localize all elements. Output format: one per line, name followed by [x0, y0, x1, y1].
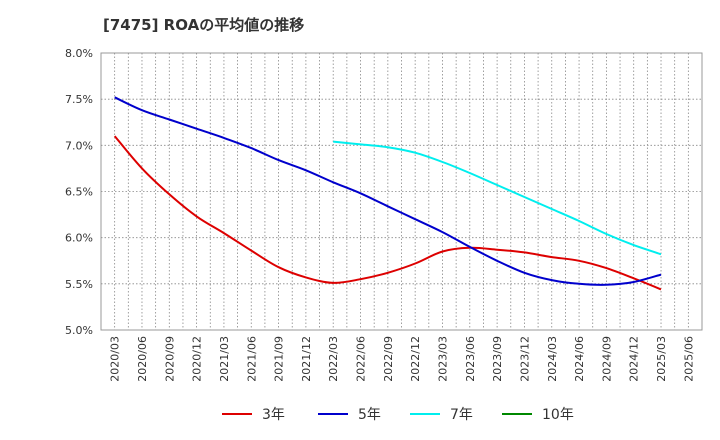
x-tick-label: 2022/06	[355, 336, 368, 382]
legend-label: 10年	[542, 407, 574, 423]
series-line	[113, 135, 662, 291]
legend-label: 7年	[450, 407, 473, 423]
x-tick-label: 2020/12	[191, 336, 204, 382]
x-tick-label: 2020/03	[109, 336, 122, 382]
legend-item: 5年	[318, 402, 381, 426]
series-line	[114, 96, 662, 286]
series-line	[333, 140, 662, 256]
chart-legend: 3年 5年 7年 10年	[0, 402, 720, 426]
legend-item: 3年	[222, 402, 285, 426]
x-tick-label: 2024/06	[573, 336, 586, 382]
x-tick-label: 2020/09	[163, 336, 176, 382]
x-tick-label: 2024/09	[600, 336, 613, 382]
x-tick-label: 2021/06	[245, 336, 258, 382]
x-tick-label: 2021/12	[300, 336, 313, 382]
x-tick-label: 2023/06	[464, 336, 477, 382]
legend-swatch	[410, 413, 440, 415]
y-tick-label: 6.0%	[65, 232, 93, 245]
y-tick-label: 7.5%	[65, 93, 93, 106]
legend-item: 7年	[410, 402, 473, 426]
roa-line-chart: 5.0% 5.5% 6.0% 6.5% 7.0% 7.5% 8.0% 2020/03 2020…	[65, 47, 703, 382]
legend-swatch	[318, 413, 348, 415]
x-tick-label: 2022/12	[409, 336, 422, 382]
x-tick-label: 2025/06	[682, 336, 695, 382]
x-tick-label: 2024/12	[628, 336, 641, 382]
legend-label: 3年	[262, 407, 285, 423]
y-tick-label: 5.0%	[65, 324, 93, 337]
x-tick-label: 2023/12	[518, 336, 531, 382]
x-tick-label: 2021/03	[218, 336, 231, 382]
x-tick-label: 2025/03	[655, 336, 668, 382]
x-tick-label: 2022/03	[327, 336, 340, 382]
y-tick-label: 5.5%	[65, 278, 93, 291]
x-tick-label: 2020/06	[136, 336, 149, 382]
x-tick-label: 2023/03	[436, 336, 449, 382]
legend-item: 10年	[502, 402, 574, 426]
legend-swatch	[222, 413, 252, 415]
y-tick-label: 8.0%	[65, 47, 93, 60]
legend-swatch	[502, 413, 532, 415]
y-tick-label: 7.0%	[65, 139, 93, 152]
x-tick-label: 2023/09	[491, 336, 504, 382]
x-tick-label: 2021/09	[273, 336, 286, 382]
y-tick-label: 6.5%	[65, 186, 93, 199]
x-tick-label: 2024/03	[546, 336, 559, 382]
legend-label: 5年	[358, 407, 381, 423]
x-tick-label: 2022/09	[382, 336, 395, 382]
chart-title: [7475] ROAの平均値の推移	[103, 16, 305, 34]
